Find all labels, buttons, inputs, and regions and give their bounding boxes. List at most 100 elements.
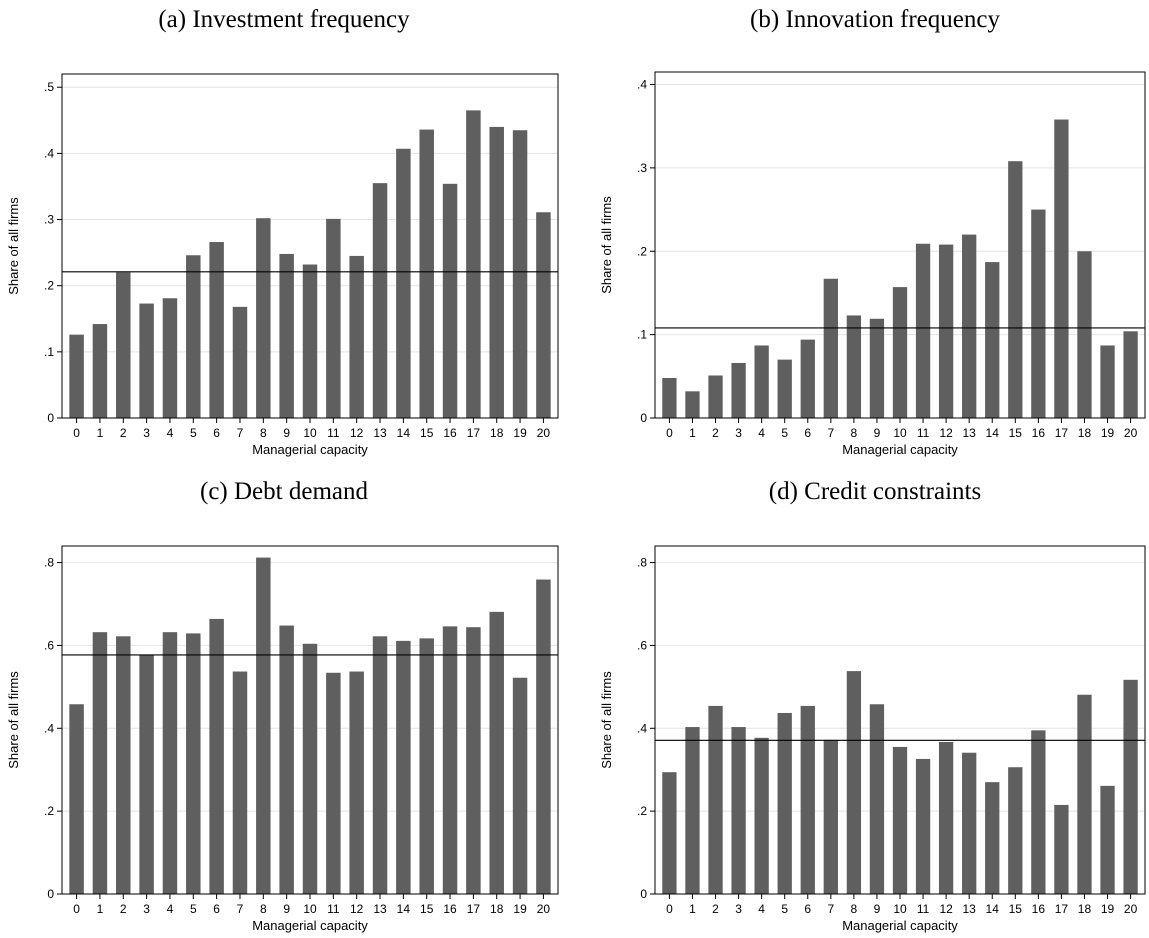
bar (139, 654, 154, 894)
bar (139, 303, 154, 418)
bar (186, 633, 201, 894)
x-tick-label: 10 (303, 426, 317, 440)
bar (1100, 345, 1115, 418)
panel-title-b: (b) Innovation frequency (750, 6, 1000, 33)
bar (1054, 804, 1069, 894)
bar (892, 746, 908, 894)
x-tick-label: 0 (666, 902, 673, 916)
x-tick-label: 13 (373, 426, 387, 440)
x-tick-label: 5 (781, 426, 788, 440)
bar (823, 278, 838, 418)
x-tick-label: 12 (939, 902, 953, 916)
x-tick-label: 4 (758, 426, 765, 440)
x-tick-label: 11 (917, 426, 930, 440)
bar (512, 130, 528, 418)
bar (915, 758, 931, 894)
bar (1031, 209, 1046, 418)
x-tick-label: 19 (1101, 902, 1115, 916)
bar (731, 362, 746, 418)
x-tick-label: 3 (143, 902, 150, 916)
y-tick-label: 0 (640, 411, 647, 425)
x-tick-label: 2 (120, 902, 127, 916)
bar (349, 671, 364, 894)
x-tick-label: 11 (917, 902, 930, 916)
x-tick-label: 0 (73, 426, 80, 440)
bar (442, 626, 458, 894)
x-tick-label: 13 (962, 426, 976, 440)
x-tick-label: 2 (712, 902, 719, 916)
x-tick-label: 15 (420, 902, 434, 916)
x-tick-label: 10 (303, 902, 317, 916)
x-tick-label: 18 (490, 902, 504, 916)
x-tick-label: 11 (327, 426, 340, 440)
x-tick-label: 7 (237, 902, 244, 916)
x-tick-label: 6 (213, 426, 220, 440)
bar (985, 782, 1000, 894)
x-tick-label: 18 (1078, 426, 1092, 440)
bar (162, 632, 178, 894)
bar (1077, 694, 1092, 894)
bar (69, 704, 84, 894)
bar (962, 234, 977, 418)
x-tick-label: 3 (143, 426, 150, 440)
bar (754, 345, 769, 418)
bar (419, 638, 434, 894)
y-tick-label: .3 (637, 161, 647, 175)
bar (186, 255, 201, 418)
x-tick-label: 10 (893, 426, 907, 440)
x-tick-label: 2 (120, 426, 127, 440)
x-tick-label: 17 (1055, 426, 1069, 440)
bar (326, 672, 341, 894)
bar (279, 625, 294, 894)
x-tick-label: 20 (537, 426, 551, 440)
chart-debt-demand: 0.2.4.6.80 1 2 3 4 5 6 7 8 9 10 11 12 13 14 15 16 17 18 19 2… (6, 545, 559, 933)
bar (302, 643, 318, 894)
x-tick-label: 12 (350, 426, 364, 440)
y-tick-label: .1 (44, 345, 54, 359)
x-tick-label: 5 (190, 902, 197, 916)
x-tick-label: 9 (283, 426, 290, 440)
bar (162, 298, 178, 418)
bar (938, 741, 954, 894)
x-tick-label: 1 (689, 426, 696, 440)
bar (938, 244, 954, 418)
x-tick-label: 14 (986, 902, 1000, 916)
bar (466, 627, 481, 894)
x-axis-title: Managerial capacity (842, 442, 958, 457)
x-tick-label: 15 (1009, 902, 1023, 916)
bar (685, 391, 700, 418)
y-tick-label: .8 (637, 556, 647, 570)
bar (92, 324, 108, 418)
x-tick-label: 5 (190, 426, 197, 440)
bar (915, 243, 931, 418)
x-tick-label: 10 (893, 902, 907, 916)
y-tick-label: .2 (44, 804, 54, 818)
y-axis-title: Share of all firms (6, 671, 21, 769)
x-tick-label: 17 (467, 426, 481, 440)
x-tick-label: 8 (851, 902, 858, 916)
bar (209, 242, 224, 418)
bar (1077, 251, 1092, 418)
bar (209, 618, 224, 894)
x-tick-label: 13 (373, 902, 387, 916)
x-tick-label: 11 (327, 902, 340, 916)
bar (1054, 119, 1069, 418)
x-tick-label: 0 (666, 426, 673, 440)
bar (466, 110, 481, 418)
bar (800, 339, 815, 418)
bar (1100, 785, 1115, 894)
bar (869, 704, 885, 894)
y-tick-label: 0 (47, 411, 54, 425)
y-tick-label: .4 (44, 146, 54, 160)
bar (777, 359, 792, 418)
panel-title-c: (c) Debt demand (200, 478, 368, 505)
bar (731, 727, 746, 894)
bar (1123, 679, 1138, 894)
x-tick-label: 19 (1101, 426, 1115, 440)
x-axis-title: Managerial capacity (842, 918, 958, 933)
y-axis-title: Share of all firms (6, 197, 21, 295)
bar (372, 636, 388, 894)
bar (232, 306, 248, 418)
bar (1031, 730, 1046, 894)
bar (685, 727, 700, 894)
